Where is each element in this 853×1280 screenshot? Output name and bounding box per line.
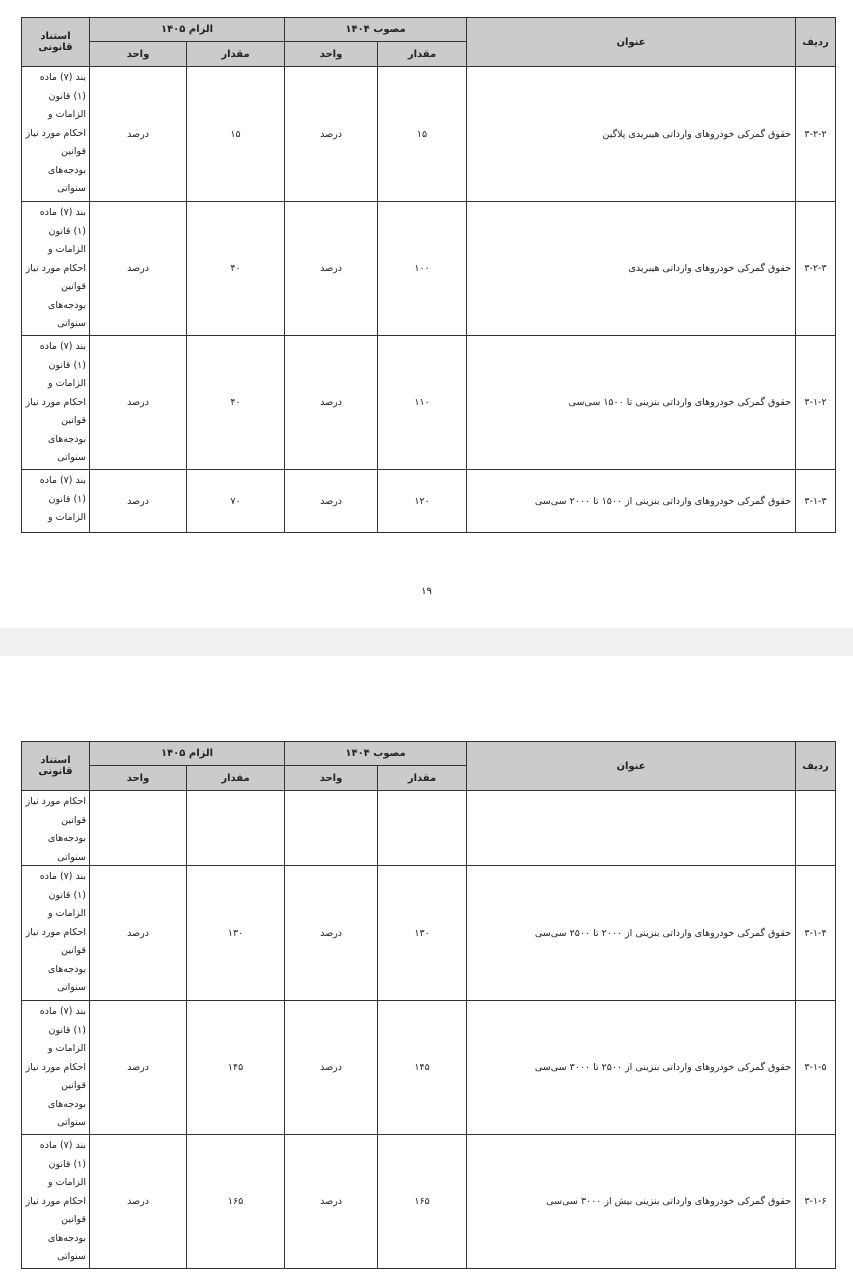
table-row: ۳-۲-۳ حقوق گمرکی خودروهای وارداتی هیبریدی… [21,201,837,336]
approved-unit [284,790,379,866]
header-cell: ردیف [795,741,837,791]
required-unit: درصد [88,865,188,1001]
required-amount: ۱۳۰ [186,865,286,1001]
header-cell: استناد قانونی [21,17,90,67]
required-unit: درصد [88,66,188,202]
approved-unit: درصد [284,469,379,533]
header-cell: واحد [284,765,379,791]
header-cell: مقدار [186,765,286,791]
title [466,790,797,866]
required-unit: درصد [88,201,188,336]
legal-basis: بند (۷) ماده (۱) قانون الزامات و احکام م… [21,201,90,336]
title: حقوق گمرکی خودروهای وارداتی هیبریدی پلاگ… [466,66,797,202]
approved-amount: ۱۵ [377,66,468,202]
legal-basis: بند (۷) ماده (۱) قانون الزامات و احکام م… [21,335,90,470]
title: حقوق گمرکی خودروهای وارداتی بنزینی از ۲۵… [466,1000,797,1135]
legal-basis-text: بند (۷) ماده (۱) قانون الزامات و احکام م… [25,207,86,329]
header-cell: عنوان [466,741,797,791]
table-row: احکام مورد نیاز قوانین بودجه‌های سنواتی [21,790,837,866]
required-unit: درصد [88,1134,188,1269]
legal-basis-text: بند (۷) ماده (۱) قانون الزامات و احکام م… [25,1140,86,1262]
header-cell: الزام ۱۴۰۵ [88,741,286,766]
legal-basis-text: بند (۷) ماده (۱) قانون الزامات و احکام م… [25,1006,86,1128]
legal-basis-text: احکام مورد نیاز قوانین بودجه‌های سنواتی [25,796,86,863]
header-row: مقدار واحد مقدار واحد [22,41,836,67]
required-unit: درصد [88,469,188,533]
approved-unit: درصد [284,66,379,202]
header-cell: واحد [88,41,188,67]
header-cell: استناد قانونی [21,741,90,791]
data-table: ردیف عنوان مصوب ۱۴۰۴ الزام ۱۴۰۵ استناد قانون… [21,741,837,1269]
header-cell: واحد [88,765,188,791]
legal-basis: بند (۷) ماده (۱) قانون الزامات و [21,469,90,533]
header-cell: الزام ۱۴۰۵ [88,17,286,42]
approved-unit: درصد [284,865,379,1001]
row-no: ۳-۲-۲ [795,66,837,202]
approved-amount: ۱۶۵ [377,1134,468,1269]
header-cell: واحد [284,41,379,67]
legal-basis-text: بند (۷) ماده (۱) قانون الزامات و احکام م… [25,341,86,463]
table-row: ۳-۱-۴ حقوق گمرکی خودروهای وارداتی بنزینی … [21,865,837,1001]
row-no: ۳-۱-۳ [795,469,837,533]
approved-amount: ۱۳۰ [377,865,468,1001]
header-cell: ردیف [795,17,837,67]
legal-basis: بند (۷) ماده (۱) قانون الزامات و احکام م… [21,66,90,202]
row-no: ۳-۲-۳ [795,201,837,336]
approved-unit: درصد [284,1134,379,1269]
title: حقوق گمرکی خودروهای وارداتی هیبریدی [466,201,797,336]
title: حقوق گمرکی خودروهای وارداتی بنزینی تا ۱۵… [466,335,797,470]
required-amount: ۱۴۵ [186,1000,286,1135]
table-row: ۳-۲-۲ حقوق گمرکی خودروهای وارداتی هیبریدی… [21,66,837,202]
required-unit: درصد [88,1000,188,1135]
required-amount: ۴۰ [186,201,286,336]
required-amount: ۱۶۵ [186,1134,286,1269]
required-unit: درصد [88,335,188,470]
page-separator [0,628,853,656]
row-no: ۳-۱-۴ [795,865,837,1001]
legal-basis-text: بند (۷) ماده (۱) قانون الزامات و احکام م… [25,72,86,194]
legal-basis: بند (۷) ماده (۱) قانون الزامات و احکام م… [21,1000,90,1135]
approved-unit: درصد [284,201,379,336]
table-row: ۳-۱-۵ حقوق گمرکی خودروهای وارداتی بنزینی … [21,1000,837,1135]
data-table: ردیف عنوان مصوب ۱۴۰۴ الزام ۱۴۰۵ استناد قانون… [21,17,837,533]
required-amount: ۷۰ [186,469,286,533]
header-row: ردیف عنوان مصوب ۱۴۰۴ الزام ۱۴۰۵ استناد قانون… [21,741,837,791]
row-no [795,790,837,866]
required-amount: ۴۰ [186,335,286,470]
required-amount: ۱۵ [186,66,286,202]
legal-basis: احکام مورد نیاز قوانین بودجه‌های سنواتی [21,790,90,866]
approved-amount: ۱۱۰ [377,335,468,470]
legal-basis-text: بند (۷) ماده (۱) قانون الزامات و [39,475,86,523]
required-unit [88,790,188,866]
legal-basis: بند (۷) ماده (۱) قانون الزامات و احکام م… [21,865,90,1001]
table-row: ۳-۱-۶ حقوق گمرکی خودروهای وارداتی بنزینی … [21,1134,837,1269]
approved-unit: درصد [284,335,379,470]
header-row: ردیف عنوان مصوب ۱۴۰۴ الزام ۱۴۰۵ استناد قانون… [21,17,837,67]
row-no: ۳-۱-۲ [795,335,837,470]
legal-basis: بند (۷) ماده (۱) قانون الزامات و احکام م… [21,1134,90,1269]
approved-amount: ۱۲۰ [377,469,468,533]
row-no: ۳-۱-۶ [795,1134,837,1269]
title: حقوق گمرکی خودروهای وارداتی بنزینی بیش ا… [466,1134,797,1269]
header-row: مقدار واحد مقدار واحد [22,765,836,791]
header-cell: مقدار [377,765,468,791]
header-cell: مقدار [186,41,286,67]
header-cell: عنوان [466,17,797,67]
row-no: ۳-۱-۵ [795,1000,837,1135]
approved-unit: درصد [284,1000,379,1135]
required-amount [186,790,286,866]
title: حقوق گمرکی خودروهای وارداتی بنزینی از ۱۵… [466,469,797,533]
header-cell: مقدار [377,41,468,67]
approved-amount: ۱۰۰ [377,201,468,336]
legal-basis-text: بند (۷) ماده (۱) قانون الزامات و احکام م… [25,871,86,993]
approved-amount [377,790,468,866]
table-row: ۳-۱-۲ حقوق گمرکی خودروهای وارداتی بنزینی … [21,335,837,470]
title: حقوق گمرکی خودروهای وارداتی بنزینی از ۲۰… [466,865,797,1001]
approved-amount: ۱۴۵ [377,1000,468,1135]
header-cell: مصوب ۱۴۰۴ [284,741,468,766]
page-number: ۱۹ [421,586,432,597]
table-row: ۳-۱-۳ حقوق گمرکی خودروهای وارداتی بنزینی … [21,469,837,533]
header-cell: مصوب ۱۴۰۴ [284,17,468,42]
